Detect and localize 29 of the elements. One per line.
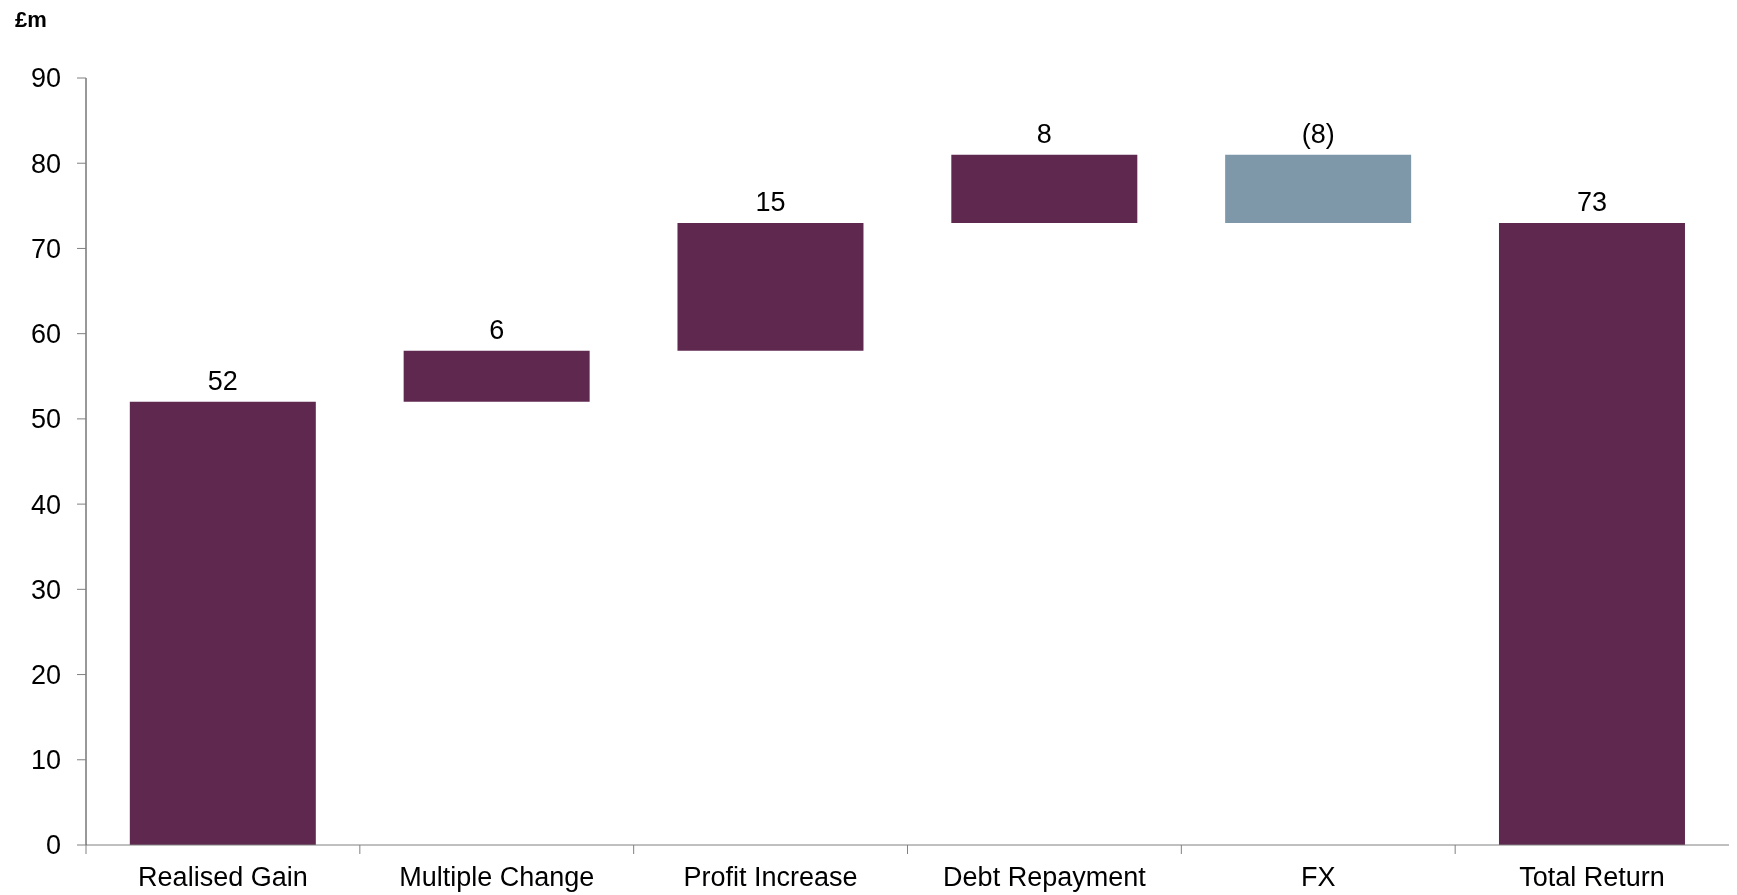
x-tick-label: FX (1300, 862, 1336, 892)
y-tick-label: 50 (30, 404, 61, 435)
y-tick-label: 20 (30, 660, 61, 691)
y-tick-label: 90 (30, 63, 61, 94)
y-axis-title: £m (15, 7, 47, 32)
x-tick-label: Profit Increase (683, 862, 858, 892)
y-tick-label: 10 (30, 745, 61, 776)
data-label: 6 (489, 314, 505, 345)
y-tick-label: 70 (30, 233, 61, 264)
x-tick-label: Realised Gain (138, 862, 308, 892)
bar (129, 401, 316, 845)
y-tick-label: 40 (30, 489, 61, 520)
x-tick-label: Debt Repayment (943, 862, 1147, 892)
data-label: 73 (1576, 186, 1607, 217)
data-label: 8 (1036, 118, 1052, 149)
y-tick-label: 60 (30, 319, 61, 350)
bar (403, 350, 590, 402)
bar (1225, 154, 1412, 223)
bar (1498, 222, 1685, 845)
y-tick-label: 30 (30, 574, 61, 605)
x-tick-label: Total Return (1519, 862, 1665, 892)
y-tick-label: 80 (30, 148, 61, 179)
data-label: 15 (755, 186, 786, 217)
data-label: 52 (207, 365, 238, 396)
x-tick-label: Multiple Change (399, 862, 595, 892)
bar (951, 154, 1138, 223)
y-tick-label: 0 (45, 830, 61, 861)
data-label: (8) (1301, 118, 1335, 149)
bar (677, 222, 864, 351)
